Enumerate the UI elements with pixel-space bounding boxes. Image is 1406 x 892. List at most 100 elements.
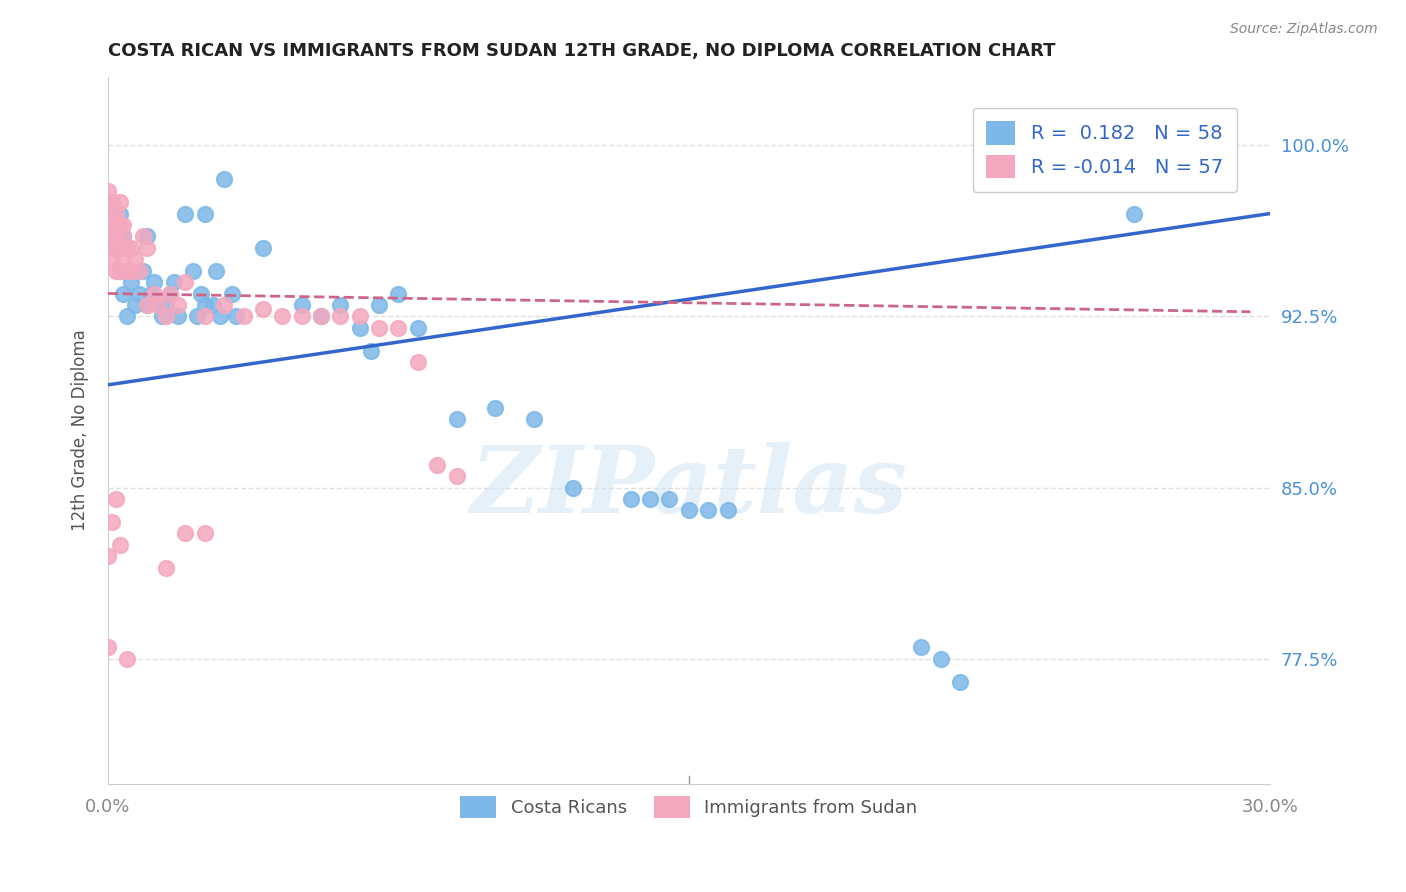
Point	[117, 310, 139, 324]
Point	[174, 275, 197, 289]
Point	[101, 206, 124, 220]
Point	[291, 298, 314, 312]
Point	[678, 503, 700, 517]
Point	[117, 241, 139, 255]
Point	[128, 263, 150, 277]
Point	[252, 302, 274, 317]
Point	[101, 195, 124, 210]
Point	[406, 320, 429, 334]
Point	[716, 503, 738, 517]
Point	[120, 275, 142, 289]
Point	[148, 298, 170, 312]
Point	[120, 263, 142, 277]
Text: ZIPatlas: ZIPatlas	[471, 442, 907, 533]
Text: COSTA RICAN VS IMMIGRANTS FROM SUDAN 12TH GRADE, NO DIPLOMA CORRELATION CHART: COSTA RICAN VS IMMIGRANTS FROM SUDAN 12T…	[108, 42, 1056, 60]
Text: Source: ZipAtlas.com: Source: ZipAtlas.com	[1230, 22, 1378, 37]
Point	[658, 491, 681, 506]
Point	[349, 310, 371, 324]
Point	[523, 412, 546, 426]
Point	[221, 286, 243, 301]
Point	[329, 310, 352, 324]
Point	[104, 218, 127, 232]
Point	[108, 241, 131, 255]
Point	[174, 206, 197, 220]
Point	[181, 263, 204, 277]
Point	[155, 560, 177, 574]
Point	[155, 310, 177, 324]
Point	[124, 298, 146, 312]
Point	[174, 526, 197, 541]
Point	[97, 195, 120, 210]
Point	[135, 298, 157, 312]
Point	[186, 310, 208, 324]
Point	[225, 310, 247, 324]
Point	[232, 310, 254, 324]
Point	[387, 320, 409, 334]
Point	[117, 263, 139, 277]
Point	[108, 206, 131, 220]
Point	[104, 491, 127, 506]
Point	[446, 469, 468, 483]
Point	[143, 286, 166, 301]
Point	[166, 310, 188, 324]
Point	[132, 263, 155, 277]
Point	[329, 298, 352, 312]
Point	[101, 195, 124, 210]
Point	[201, 298, 224, 312]
Point	[97, 549, 120, 563]
Point	[406, 355, 429, 369]
Point	[112, 229, 135, 244]
Point	[104, 263, 127, 277]
Point	[949, 674, 972, 689]
Point	[209, 310, 232, 324]
Point	[349, 320, 371, 334]
Point	[135, 229, 157, 244]
Point	[101, 229, 124, 244]
Point	[135, 298, 157, 312]
Point	[108, 263, 131, 277]
Point	[104, 218, 127, 232]
Point	[155, 298, 177, 312]
Point	[484, 401, 506, 415]
Point	[190, 286, 212, 301]
Point	[150, 310, 173, 324]
Y-axis label: 12th Grade, No Diploma: 12th Grade, No Diploma	[72, 330, 89, 532]
Point	[108, 263, 131, 277]
Point	[104, 241, 127, 255]
Point	[101, 241, 124, 255]
Point	[117, 652, 139, 666]
Point	[124, 252, 146, 267]
Point	[910, 640, 932, 655]
Point	[108, 195, 131, 210]
Point	[132, 229, 155, 244]
Point	[205, 263, 228, 277]
Point	[166, 298, 188, 312]
Point	[112, 229, 135, 244]
Point	[135, 241, 157, 255]
Point	[387, 286, 409, 301]
Point	[148, 298, 170, 312]
Point	[139, 286, 162, 301]
Point	[108, 218, 131, 232]
Point	[104, 206, 127, 220]
Point	[1123, 206, 1146, 220]
Legend: Costa Ricans, Immigrants from Sudan: Costa Ricans, Immigrants from Sudan	[453, 789, 925, 825]
Point	[194, 298, 217, 312]
Point	[108, 538, 131, 552]
Point	[360, 343, 382, 358]
Point	[117, 241, 139, 255]
Point	[159, 286, 181, 301]
Point	[212, 298, 235, 312]
Point	[101, 515, 124, 529]
Point	[697, 503, 720, 517]
Point	[128, 286, 150, 301]
Point	[143, 275, 166, 289]
Point	[309, 310, 332, 324]
Point	[291, 310, 314, 324]
Point	[159, 286, 181, 301]
Point	[104, 229, 127, 244]
Point	[620, 491, 643, 506]
Point	[112, 218, 135, 232]
Point	[97, 640, 120, 655]
Point	[561, 481, 583, 495]
